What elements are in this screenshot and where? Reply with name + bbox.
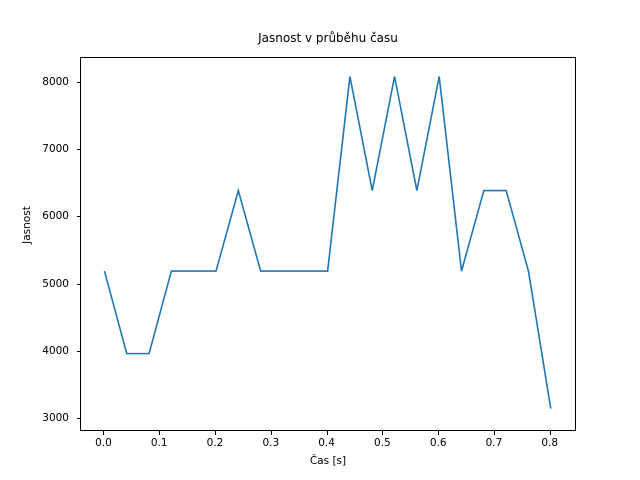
- x-tick-mark: [270, 431, 272, 435]
- x-tick-label: 0.8: [541, 437, 559, 449]
- x-tick-mark: [549, 431, 551, 435]
- x-tick-mark: [103, 431, 105, 435]
- chart-title: Jasnost v průběhu času: [258, 31, 398, 45]
- x-tick-mark: [438, 431, 440, 435]
- plot-area: [80, 57, 576, 431]
- y-tick-mark: [76, 350, 80, 352]
- x-axis-label: Čas [s]: [309, 455, 347, 467]
- x-tick-label: 0.2: [206, 437, 224, 449]
- y-tick-label: 5000: [42, 277, 69, 290]
- data-line-svg: [103, 76, 552, 409]
- y-tick-mark: [76, 283, 80, 285]
- y-tick-label: 8000: [42, 76, 69, 89]
- x-tick-mark: [159, 431, 161, 435]
- y-tick-label: 4000: [42, 344, 69, 357]
- x-tick-mark: [493, 431, 495, 435]
- x-tick-mark: [326, 431, 328, 435]
- y-tick-label: 7000: [42, 143, 69, 156]
- x-tick-label: 0.4: [318, 437, 335, 449]
- x-tick-label: 0.7: [485, 437, 503, 449]
- y-tick-mark: [76, 149, 80, 151]
- x-tick-label: 0.1: [150, 437, 168, 449]
- x-tick-mark: [382, 431, 384, 435]
- y-axis-label: Jasnost: [21, 206, 33, 244]
- y-tick-mark: [76, 82, 80, 84]
- x-tick-label: 0.3: [262, 437, 280, 449]
- x-tick-mark: [215, 431, 217, 435]
- data-series-line: [103, 76, 552, 409]
- y-tick-label: 3000: [42, 411, 69, 424]
- y-tick-mark: [76, 417, 80, 419]
- y-tick-mark: [76, 216, 80, 218]
- x-tick-label: 0.5: [374, 437, 391, 449]
- x-tick-label: 0.6: [429, 437, 447, 449]
- x-tick-label: 0.0: [95, 437, 112, 449]
- y-tick-label: 6000: [42, 210, 69, 223]
